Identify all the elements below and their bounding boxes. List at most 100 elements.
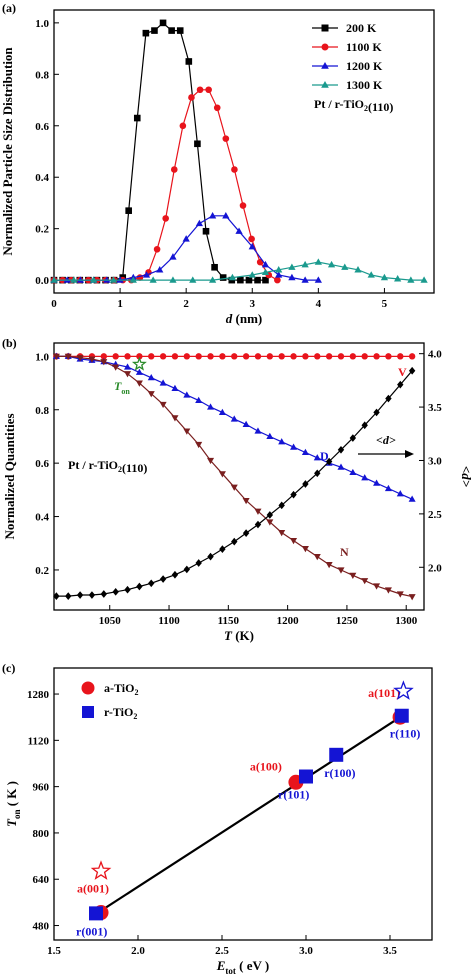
data-point (242, 497, 250, 505)
series-line (54, 89, 278, 281)
x-tick-label: 3.5 (383, 945, 397, 957)
point-label: a(001) (77, 882, 109, 896)
data-point (337, 463, 345, 470)
data-point (367, 271, 375, 278)
data-point (153, 245, 161, 253)
data-point (314, 258, 322, 265)
legend-marker (82, 706, 94, 718)
data-point (231, 166, 238, 173)
data-point (254, 520, 262, 529)
data-point (408, 594, 416, 601)
data-point (242, 420, 250, 427)
data-point (219, 353, 226, 360)
data-point (396, 591, 404, 598)
y2-tick-label: 3.0 (428, 455, 442, 467)
data-point (125, 207, 132, 214)
y2-tick-label: 2.5 (428, 509, 442, 521)
data-point (76, 355, 84, 362)
data-point (156, 266, 164, 273)
y-axis-label: Ton ( K ) (4, 781, 22, 827)
point-label: r(110) (390, 727, 421, 741)
data-point (248, 271, 256, 278)
data-point (196, 86, 204, 94)
y2-tick-label: 2.0 (428, 562, 442, 574)
x-axis-label: d (nm) (226, 311, 262, 326)
data-point (207, 353, 214, 360)
data-point (207, 403, 215, 410)
data-point (219, 274, 227, 281)
data-point (135, 368, 143, 375)
data-point (194, 140, 201, 148)
data-point (112, 588, 119, 596)
annotation-label: Pt / r-TiO2(110) (314, 97, 393, 114)
x-tick-label: 1200 (277, 615, 300, 627)
data-point (171, 353, 179, 360)
data-point (169, 253, 177, 260)
data-point (124, 371, 132, 378)
y-axis-label: Normalized Quantities (2, 413, 17, 539)
arrow-head (405, 450, 414, 458)
data-point (288, 263, 296, 270)
data-point (148, 353, 155, 360)
x-tick-label: 1.5 (47, 945, 61, 957)
y-tick-label: 0.0 (35, 275, 49, 287)
data-point (337, 445, 345, 454)
data-point (254, 276, 261, 284)
point-label: r(001) (76, 924, 107, 938)
data-point (408, 495, 416, 502)
legend-label: 1200 K (346, 59, 383, 73)
data-point (254, 508, 262, 515)
y2-axis-label: <d> (459, 466, 474, 488)
data-point (182, 235, 190, 242)
panel-label: (c) (2, 661, 15, 675)
data-point (349, 434, 357, 442)
x-tick-label: 1150 (218, 615, 240, 627)
data-point (302, 353, 309, 360)
data-point (245, 276, 253, 284)
chart-a: 0 1 2 3 4 5 0.0 0.2 0.4 0.6 0.8 1.0 (a) d (nm) Normali… (0, 1, 435, 326)
data-point (70, 276, 78, 283)
data-point (325, 353, 333, 360)
legend-label: 1100 K (346, 40, 382, 54)
data-point (89, 906, 103, 921)
legend-label: 1300 K (346, 78, 383, 92)
data-point (302, 480, 309, 488)
data-point (275, 271, 283, 278)
data-point (50, 276, 58, 283)
y-tick-label: 800 (33, 828, 50, 840)
data-point (183, 391, 191, 398)
y-tick-label: 480 (33, 921, 50, 933)
data-point (314, 353, 321, 360)
y-tick-label: 0.6 (35, 121, 49, 133)
data-point (231, 353, 238, 360)
data-point (290, 353, 297, 360)
data-point (313, 554, 321, 561)
data-point (394, 275, 402, 282)
x-tick-label: 4 (316, 298, 322, 310)
data-point (325, 457, 333, 466)
y-tick-label: 0.8 (35, 69, 49, 81)
point-label: a(101) (368, 686, 400, 700)
data-point (147, 391, 155, 398)
data-point (218, 408, 226, 415)
data-point (301, 276, 309, 283)
data-point (384, 587, 392, 594)
data-point (168, 27, 175, 34)
data-point (349, 572, 357, 579)
data-point (274, 276, 281, 284)
data-point (53, 592, 60, 600)
data-point (266, 511, 274, 519)
data-point (361, 353, 368, 360)
data-point (420, 276, 428, 283)
x-tick-label: 1250 (336, 615, 359, 627)
plot-frame (53, 342, 425, 611)
plot-frame (53, 9, 435, 294)
data-point (195, 219, 204, 227)
plot-frame (53, 667, 433, 941)
y-tick-label: 0.2 (35, 224, 49, 236)
data-point (278, 530, 286, 537)
data-point (133, 114, 141, 122)
x-tick-label: 1300 (395, 615, 418, 627)
data-point (349, 468, 357, 476)
data-point (230, 484, 238, 491)
